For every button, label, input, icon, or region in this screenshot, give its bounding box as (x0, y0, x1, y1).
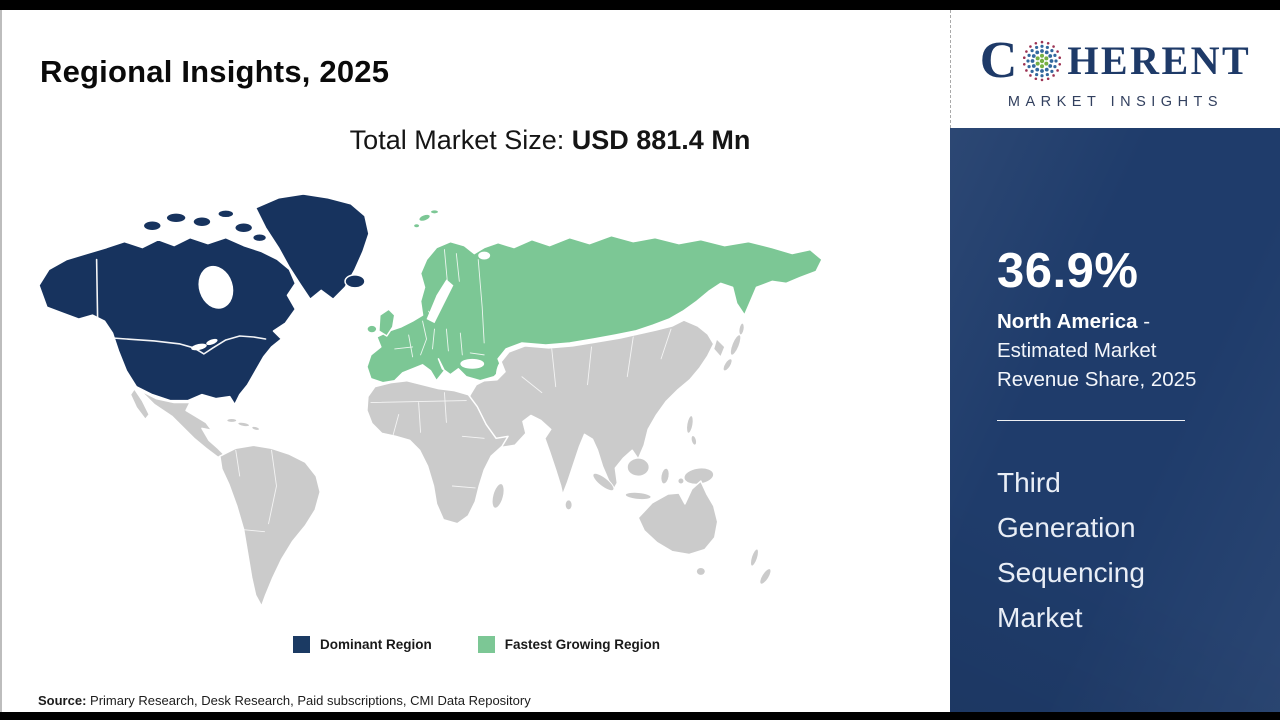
source-line: Source: Primary Research, Desk Research,… (38, 693, 531, 708)
legend-label-dominant: Dominant Region (320, 637, 432, 652)
brand-wordmark: C HERENT (979, 31, 1252, 89)
map-region-caribbean (226, 417, 260, 431)
page-title: Regional Insights, 2025 (40, 53, 390, 89)
map-region-ireland (366, 324, 378, 334)
left-edge-line (0, 10, 2, 712)
source-label: Source: (38, 693, 87, 708)
map-region-svalbard (413, 209, 439, 229)
market-share-value: 36.9% (997, 244, 1139, 298)
source-text: Primary Research, Desk Research, Paid su… (86, 693, 531, 708)
globe-dots-icon (1023, 40, 1062, 81)
brand-logo: C HERENT MARKET INSIGHTS (950, 10, 1280, 128)
brand-subtitle: MARKET INSIGHTS (1007, 93, 1224, 110)
map-region-australia (637, 480, 719, 556)
map-region-madagascar (491, 482, 506, 510)
map-region-north-america (38, 236, 297, 406)
map-sa-borders (235, 449, 277, 533)
total-market-size-label: Total Market Size: (349, 125, 572, 155)
legend-swatch-fastest-growing (477, 636, 495, 653)
map-na-borders (95, 258, 267, 355)
total-market-size: Total Market Size: USD 881.4 Mn (0, 125, 950, 156)
map-region-central-america (139, 389, 226, 458)
brand-letter-c: C (979, 31, 1019, 89)
map-region-uk (378, 308, 396, 337)
market-share-description: North America - Estimated Market Revenue… (997, 307, 1236, 394)
map-canada-arctic-islands (142, 209, 268, 243)
map-region-asia (464, 319, 715, 496)
bottom-black-bar (0, 712, 1280, 720)
market-name: Third Generation Sequencing Market (997, 467, 1145, 633)
map-europe-borders (394, 249, 485, 358)
total-market-size-value: USD 881.4 Mn (571, 125, 751, 155)
legend-item-fastest-growing: Fastest Growing Region (477, 636, 661, 653)
legend-label-fastest-growing: Fastest Growing Region (504, 637, 661, 652)
map-asia-borders (521, 328, 672, 394)
map-region-baja (129, 387, 151, 421)
map-africa-borders (370, 392, 485, 489)
stats-sidebar: 36.9% North America - Estimated Market R… (950, 128, 1280, 712)
map-region-east-asia-islands (564, 322, 745, 511)
brand-letters-rest: HERENT (1067, 37, 1252, 83)
map-region-europe-russia (366, 234, 823, 384)
map-legend: Dominant Region Fastest Growing Region (293, 636, 660, 653)
market-share-region: North America (997, 310, 1138, 333)
map-region-nz-tasmania (695, 548, 772, 585)
legend-item-dominant: Dominant Region (293, 636, 432, 653)
world-map-svg (38, 193, 823, 607)
top-black-bar (0, 0, 1280, 10)
map-region-iceland (344, 274, 366, 289)
map-region-south-america (219, 444, 321, 607)
sidebar-divider (997, 420, 1185, 422)
market-share-desc-rest: - Estimated Market Revenue Share, 2025 (997, 310, 1197, 392)
world-map (35, 188, 830, 635)
legend-swatch-dominant (293, 636, 310, 653)
